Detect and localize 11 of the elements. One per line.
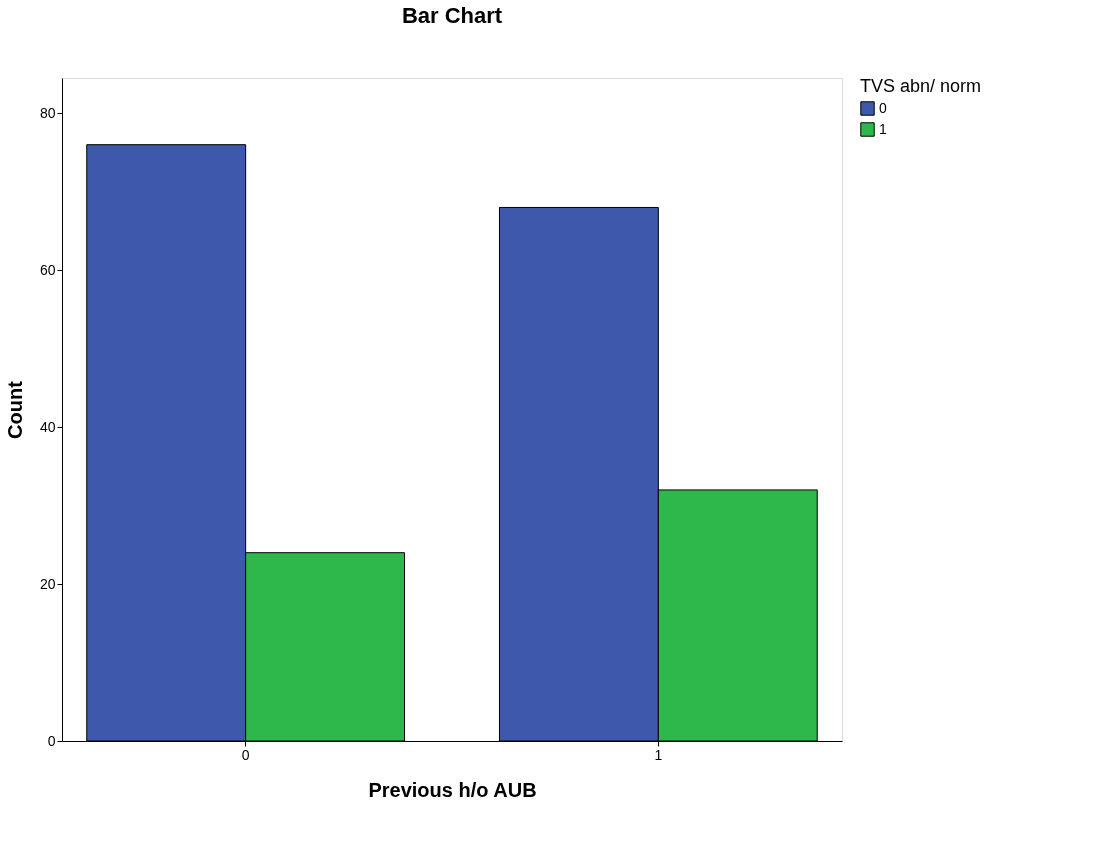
y-tick-label: 60: [39, 261, 56, 278]
legend-title: TVS abn/ norm: [860, 76, 982, 96]
legend-label: 0: [879, 99, 887, 116]
y-axis-title: Count: [3, 380, 26, 439]
x-axis-title: Previous h/o AUB: [368, 778, 537, 801]
y-tick-label: 40: [39, 418, 56, 435]
y-tick-label: 20: [39, 575, 56, 592]
legend-label: 1: [879, 120, 887, 137]
y-tick-label: 80: [39, 104, 56, 121]
y-tick-label: 0: [47, 732, 56, 749]
chart-title: Bar Chart: [401, 3, 503, 28]
